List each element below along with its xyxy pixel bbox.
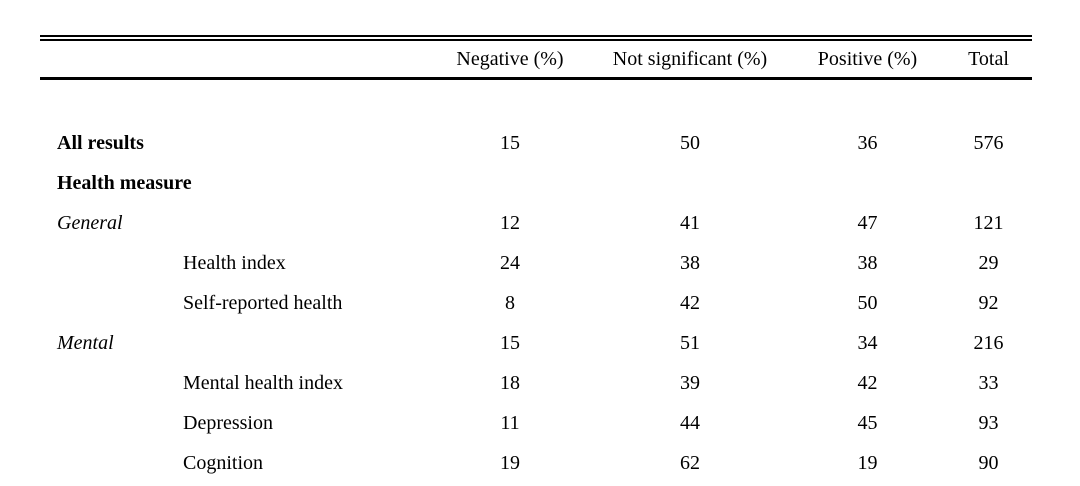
- cell-total: 93: [978, 412, 999, 434]
- cell-negative: 11: [500, 412, 520, 434]
- row-label: All results: [57, 132, 144, 154]
- cell-positive: 47: [857, 212, 878, 234]
- cell-not-significant: 50: [680, 132, 700, 154]
- cell-positive: 19: [857, 452, 878, 474]
- cell-not-significant: 62: [680, 452, 700, 474]
- cell-not-significant: 42: [680, 292, 700, 314]
- top-rule-lower: [40, 39, 1032, 41]
- table-row: Depression 11 44 45 93: [40, 403, 1032, 443]
- row-label: Self-reported health: [183, 292, 343, 314]
- header-rule: [40, 77, 1032, 80]
- table-body: All results 15 50 36 576 Health measure …: [40, 123, 1032, 483]
- cell-positive: 45: [857, 412, 878, 434]
- cell-not-significant: 38: [680, 252, 700, 274]
- cell-negative: 8: [505, 292, 515, 314]
- cell-not-significant: 41: [680, 212, 700, 234]
- cell-total: 216: [973, 332, 1004, 354]
- cell-positive: 38: [857, 252, 878, 274]
- header-cell-negative: Negative (%): [456, 48, 564, 70]
- cell-negative: 24: [500, 252, 520, 274]
- row-label: Depression: [183, 412, 273, 434]
- cell-negative: 19: [500, 452, 520, 474]
- cell-negative: 15: [500, 332, 520, 354]
- header-cell-positive: Positive (%): [817, 48, 918, 70]
- table-row: Health index 24 38 38 29: [40, 243, 1032, 283]
- table-row: Mental 15 51 34 216: [40, 323, 1032, 363]
- cell-positive: 50: [857, 292, 878, 314]
- cell-not-significant: 51: [680, 332, 700, 354]
- cell-not-significant: 44: [680, 412, 700, 434]
- row-label: Cognition: [183, 452, 264, 474]
- table-row: Self-reported health 8 42 50 92: [40, 283, 1032, 323]
- cell-negative: 15: [500, 132, 520, 154]
- cell-positive: 36: [857, 132, 878, 154]
- cell-positive: 42: [857, 372, 878, 394]
- row-label: Mental: [57, 332, 114, 354]
- cell-total: 576: [973, 132, 1004, 154]
- table-header-row: Negative (%) Not significant (%) Positiv…: [40, 43, 1032, 75]
- table-row: Mental health index 18 39 42 33: [40, 363, 1032, 403]
- cell-total: 92: [978, 292, 999, 314]
- row-label: Health measure: [57, 172, 192, 194]
- row-label: General: [57, 212, 123, 234]
- row-label: Health index: [183, 252, 286, 274]
- cell-negative: 12: [500, 212, 520, 234]
- top-rule-upper: [40, 35, 1032, 37]
- table-row: Cognition 19 62 19 90: [40, 443, 1032, 483]
- cell-total: 90: [978, 452, 999, 474]
- results-table: Negative (%) Not significant (%) Positiv…: [40, 0, 1032, 486]
- cell-total: 121: [973, 212, 1004, 234]
- table-row: All results 15 50 36 576: [40, 123, 1032, 163]
- row-label: Mental health index: [183, 372, 343, 394]
- header-cell-not-significant: Not significant (%): [612, 48, 768, 70]
- cell-positive: 34: [857, 332, 878, 354]
- table-row: Health measure: [40, 163, 1032, 203]
- cell-total: 33: [978, 372, 999, 394]
- cell-negative: 18: [500, 372, 520, 394]
- table-row: General 12 41 47 121: [40, 203, 1032, 243]
- header-cell-total: Total: [968, 48, 1009, 70]
- cell-total: 29: [978, 252, 999, 274]
- cell-not-significant: 39: [680, 372, 700, 394]
